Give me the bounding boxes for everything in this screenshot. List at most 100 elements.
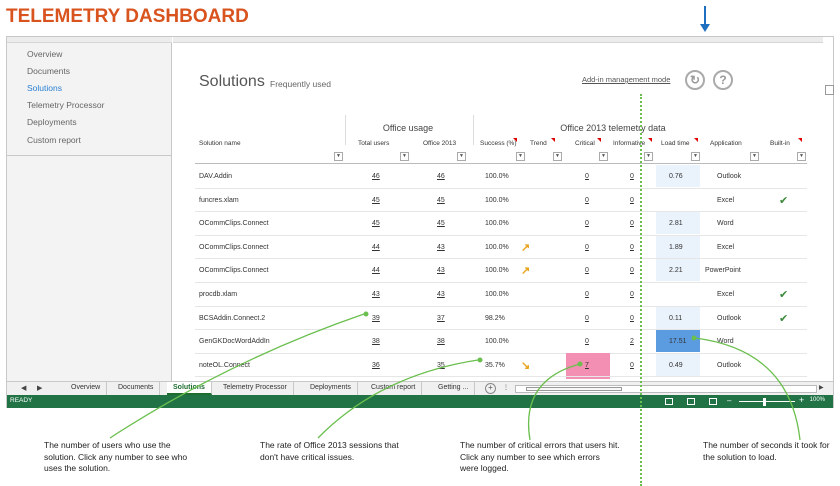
col-critical: Critical: [575, 140, 595, 147]
zoom-slider[interactable]: [739, 401, 795, 402]
sidebar-item-deployments[interactable]: Deployments: [27, 117, 77, 127]
critical-link[interactable]: 7: [585, 361, 589, 369]
tab-overview[interactable]: Overview: [65, 382, 108, 395]
dashboard-title: TELEMETRY DASHBOARD: [6, 6, 249, 27]
informative-link[interactable]: 0: [630, 220, 634, 228]
tab-custom-report[interactable]: Custom report: [365, 382, 423, 395]
col-office-2013: Office 2013: [423, 140, 457, 147]
solutions-panel: Solutions Frequently used Add-in managem…: [173, 37, 823, 381]
normal-view-icon[interactable]: [665, 398, 673, 405]
tab-scroll-right-icon[interactable]: ▶: [37, 385, 43, 392]
office-2013-link[interactable]: 37: [437, 314, 445, 322]
filter-dropdown-total-users[interactable]: ▼: [400, 152, 409, 161]
office-2013-link[interactable]: 43: [437, 243, 445, 251]
total-users-link[interactable]: 39: [372, 314, 380, 322]
total-users-link[interactable]: 44: [372, 243, 380, 251]
critical-link[interactable]: 0: [585, 291, 589, 298]
sidebar-item-documents[interactable]: Documents: [27, 66, 70, 76]
sidebar-item-overview[interactable]: Overview: [27, 49, 63, 59]
guide-dotted-line: [640, 94, 642, 486]
help-icon[interactable]: ?: [713, 70, 733, 90]
trend-down-icon: ↘: [521, 359, 531, 372]
filter-dropdown-application[interactable]: ▼: [750, 152, 759, 161]
workbook-window: Overview Documents Solutions Telemetry P…: [6, 36, 834, 408]
total-users-link[interactable]: 45: [372, 220, 380, 228]
filter-dropdown-load-time[interactable]: ▼: [691, 152, 700, 161]
tab-solutions[interactable]: Solutions: [167, 382, 212, 395]
load-time: 0.76: [669, 173, 683, 180]
filter-dropdown-solution-name[interactable]: ▼: [334, 152, 343, 161]
comment-marker-icon: [694, 138, 698, 142]
sidebar-item-telemetry-processor[interactable]: Telemetry Processor: [27, 100, 105, 110]
zoom-percentage: 100%: [809, 397, 825, 403]
total-users-link[interactable]: 46: [372, 173, 380, 180]
informative-link[interactable]: 0: [630, 243, 634, 251]
office-2013-link[interactable]: 43: [437, 267, 445, 275]
zoom-in-icon[interactable]: +: [799, 395, 805, 405]
filter-dropdown-built-in[interactable]: ▼: [797, 152, 806, 161]
office-2013-link[interactable]: 43: [437, 291, 445, 298]
add-sheet-icon[interactable]: +: [485, 383, 496, 394]
zoom-out-icon[interactable]: –: [727, 396, 732, 405]
informative-link[interactable]: 0: [630, 361, 634, 369]
tab-telemetry-processor[interactable]: Telemetry Processor: [217, 382, 294, 395]
row-divider: [195, 305, 807, 307]
informative-link[interactable]: 0: [630, 173, 634, 180]
informative-link[interactable]: 0: [630, 291, 634, 298]
informative-link[interactable]: 0: [630, 196, 634, 204]
success-rate: 100.0%: [485, 220, 509, 228]
sidebar-item-custom-report[interactable]: Custom report: [27, 135, 81, 145]
filter-dropdown-informative[interactable]: ▼: [644, 152, 653, 161]
page-break-icon[interactable]: [709, 398, 717, 405]
office-2013-link[interactable]: 35: [437, 361, 445, 369]
critical-link[interactable]: 0: [585, 173, 589, 180]
critical-link[interactable]: 0: [585, 338, 589, 346]
tab-scroll-left-icon[interactable]: ◀: [21, 385, 27, 392]
row-divider: [195, 234, 807, 236]
scroll-right-icon[interactable]: ▶: [819, 385, 824, 391]
solution-name: GenGKDocWordAddIn: [199, 338, 270, 346]
office-2013-link[interactable]: 45: [437, 220, 445, 228]
success-rate: 100.0%: [485, 173, 509, 180]
page-layout-icon[interactable]: [687, 398, 695, 405]
page-subtitle: Frequently used: [270, 79, 331, 89]
sidebar-item-solutions[interactable]: Solutions: [27, 83, 62, 93]
solution-name: OCommClips.Connect: [199, 220, 269, 228]
row-divider: [195, 187, 807, 189]
filter-dropdown-critical[interactable]: ▼: [599, 152, 608, 161]
col-informative: Informative: [613, 140, 646, 147]
horizontal-scrollbar[interactable]: [515, 385, 817, 393]
tab-deployments[interactable]: Deployments: [304, 382, 358, 395]
addin-management-link[interactable]: Add-in management mode: [582, 75, 671, 84]
critical-link[interactable]: 0: [585, 314, 589, 322]
status-bar: READY – + 100%: [7, 395, 833, 408]
refresh-icon[interactable]: ↻: [685, 70, 705, 90]
filter-dropdown-trend[interactable]: ▼: [553, 152, 562, 161]
callout-success-rate: The rate of Office 2013 sessions that do…: [260, 440, 399, 462]
office-2013-link[interactable]: 45: [437, 196, 445, 204]
critical-link[interactable]: 0: [585, 243, 589, 251]
filter-dropdown-office-2013[interactable]: ▼: [457, 152, 466, 161]
total-users-link[interactable]: 38: [372, 338, 380, 346]
more-options-icon[interactable]: ⋮: [503, 385, 509, 391]
critical-link[interactable]: 0: [585, 220, 589, 228]
sheet-tab-bar: ◀ ▶ Overview Documents Solutions Telemet…: [7, 381, 833, 395]
checkmark-icon: ✔: [779, 289, 789, 301]
informative-link[interactable]: 2: [630, 338, 634, 346]
total-users-link[interactable]: 45: [372, 196, 380, 204]
filter-dropdown-success[interactable]: ▼: [516, 152, 525, 161]
critical-link[interactable]: 0: [585, 196, 589, 204]
total-users-link[interactable]: 43: [372, 291, 380, 298]
office-2013-link[interactable]: 46: [437, 173, 445, 180]
trend-up-icon: ↗: [521, 265, 531, 278]
zoom-slider-thumb[interactable]: [763, 398, 766, 406]
critical-link[interactable]: 0: [585, 267, 589, 275]
total-users-link[interactable]: 36: [372, 361, 380, 369]
vertical-scrollbar[interactable]: [825, 85, 834, 95]
tab-documents[interactable]: Documents: [112, 382, 161, 395]
tab-getting-started[interactable]: Getting ...: [432, 382, 476, 395]
informative-link[interactable]: 0: [630, 267, 634, 275]
informative-link[interactable]: 0: [630, 314, 634, 322]
total-users-link[interactable]: 44: [372, 267, 380, 275]
office-2013-link[interactable]: 38: [437, 338, 445, 346]
